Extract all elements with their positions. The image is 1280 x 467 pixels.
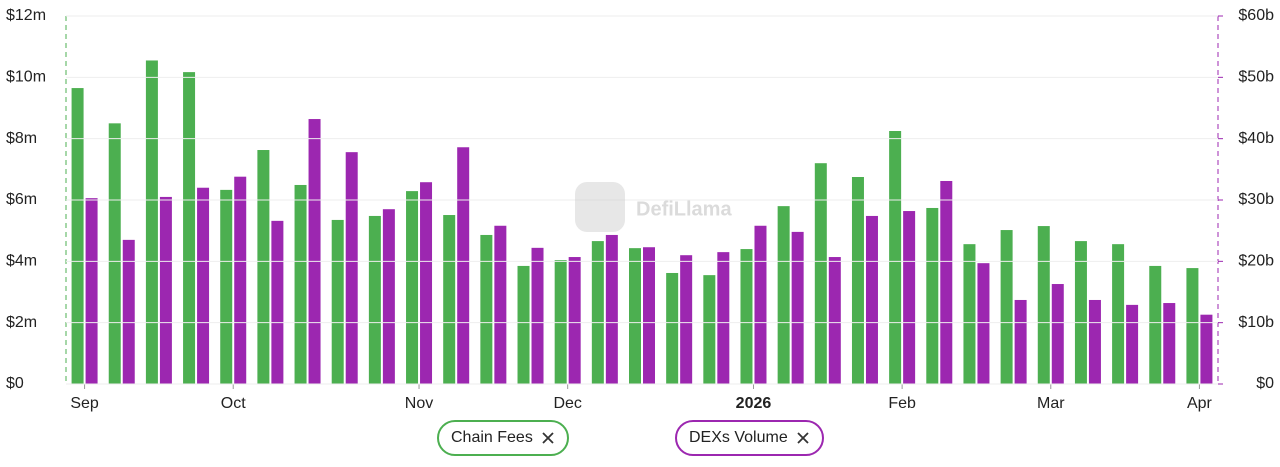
bar (828, 257, 841, 384)
bar (791, 231, 804, 384)
bar (977, 263, 990, 384)
y-tick-label: $12m (6, 7, 46, 24)
bar (605, 234, 618, 384)
bar (1037, 226, 1050, 384)
y2-tick-label: $10b (1238, 314, 1274, 331)
x-tick-label: Sep (70, 395, 99, 412)
bar (368, 215, 381, 384)
bar (754, 225, 767, 384)
bar (740, 249, 753, 384)
bar (1149, 265, 1162, 384)
bar (197, 187, 210, 384)
y-tick-label: $4m (6, 253, 37, 270)
x-tick-label: Nov (405, 395, 433, 412)
bar (122, 239, 135, 384)
bar (554, 260, 567, 384)
bar (494, 225, 507, 384)
bar (480, 234, 493, 384)
bar (220, 189, 233, 384)
bar (159, 196, 172, 384)
bar (457, 147, 470, 384)
x-tick-label: Apr (1187, 395, 1213, 412)
y2-tick-label: $20b (1238, 253, 1274, 270)
bar (926, 207, 939, 384)
bar (71, 88, 84, 385)
legend-item[interactable]: DEXs Volume (675, 420, 824, 456)
close-icon (797, 432, 809, 444)
bar (1200, 314, 1213, 384)
bar (294, 184, 307, 384)
y2-tick-label: $50b (1238, 69, 1274, 86)
bar (420, 182, 433, 384)
bar (629, 248, 641, 384)
bar (591, 241, 604, 384)
bar (382, 209, 395, 384)
close-icon (542, 432, 554, 444)
legend-label: DEXs Volume (689, 429, 788, 446)
bar (1051, 284, 1064, 384)
bar (717, 252, 730, 384)
bar (183, 72, 196, 385)
bar (963, 244, 976, 384)
bar (703, 275, 716, 384)
x-tick-label: Feb (888, 395, 916, 412)
bar (814, 163, 827, 384)
bar (851, 177, 864, 384)
bar (85, 198, 98, 384)
y2-tick-label: $60b (1238, 7, 1274, 24)
bar (1112, 244, 1125, 384)
x-tick-label: Dec (553, 395, 581, 412)
bar (234, 176, 247, 384)
y-tick-label: $0 (6, 375, 24, 392)
y-tick-label: $8m (6, 130, 37, 147)
y-tick-label: $2m (6, 314, 37, 331)
bar (308, 119, 321, 384)
bar (1186, 268, 1199, 384)
bar (643, 247, 655, 384)
bar (331, 219, 344, 384)
y2-tick-label: $40b (1238, 130, 1274, 147)
legend-item[interactable]: Chain Fees (437, 420, 569, 456)
bar (108, 123, 121, 384)
bar (271, 220, 284, 384)
bar (1000, 230, 1013, 384)
x-tick-label: 2026 (736, 395, 772, 412)
y2-tick-label: $30b (1238, 191, 1274, 208)
y-tick-label: $10m (6, 69, 46, 86)
bar (345, 152, 358, 384)
bar (568, 257, 581, 384)
x-tick-label: Mar (1037, 395, 1065, 412)
watermark-logo (575, 182, 625, 232)
bar (865, 215, 878, 384)
watermark: DefiLlama (575, 182, 732, 232)
bar (1074, 241, 1087, 384)
y2-tick-label: $0 (1256, 375, 1274, 392)
bar (777, 206, 790, 384)
y-tick-label: $6m (6, 191, 37, 208)
bar (1163, 303, 1176, 384)
bar (1126, 304, 1139, 384)
bar (903, 211, 916, 384)
legend-label: Chain Fees (451, 429, 533, 446)
bar (1014, 299, 1027, 384)
bar (889, 131, 902, 384)
x-tick-label: Oct (221, 395, 246, 412)
bar (443, 215, 456, 384)
watermark-text: DefiLlama (636, 198, 732, 220)
bar (531, 247, 544, 384)
bar (680, 255, 693, 384)
bar (666, 272, 679, 384)
bar (940, 180, 953, 384)
bar (257, 150, 270, 384)
bar (517, 265, 530, 384)
bar (406, 191, 419, 384)
bar (145, 60, 158, 384)
bar (1088, 299, 1101, 384)
